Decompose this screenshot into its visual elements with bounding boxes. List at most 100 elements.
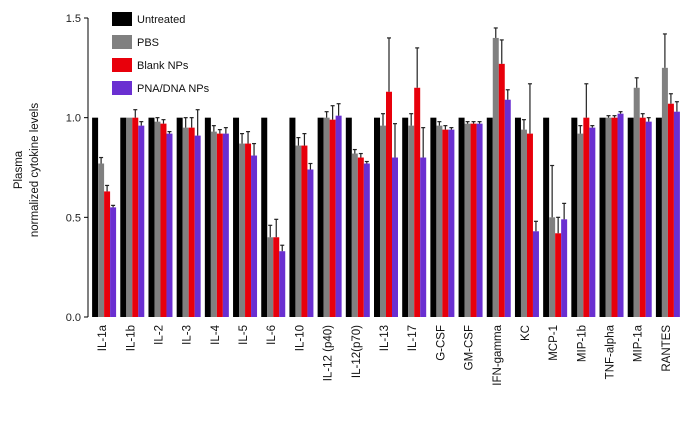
bar-blank-nps	[583, 117, 590, 318]
bar-pna-dna-nps	[222, 133, 229, 317]
x-tick-label: IL-1a	[97, 324, 109, 351]
legend-label: PNA/DNA NPs	[137, 83, 210, 95]
bar-pbs	[492, 37, 499, 317]
bar-pbs	[408, 125, 415, 317]
x-tick-label: GM-CSF	[464, 325, 476, 370]
y-axis-label-line2: normalized cytokine levels	[29, 103, 41, 237]
x-tick-label: MIP-1b	[576, 325, 588, 362]
bar-untreated	[458, 117, 465, 318]
x-tick-label: IFN-gamma	[492, 324, 504, 385]
bar-blank-nps	[442, 129, 449, 317]
x-tick-label: IL-12 (p40)	[323, 325, 335, 381]
legend-label: PBS	[137, 37, 159, 49]
bar-blank-nps	[639, 117, 646, 318]
bar-pbs	[380, 125, 386, 317]
bar-pbs	[464, 123, 471, 317]
legend-label: Untreated	[137, 14, 185, 26]
y-tick-label: 1.5	[66, 13, 81, 25]
bar-pna-dna-nps	[392, 157, 398, 317]
x-tick-label: IL-17	[407, 325, 419, 351]
bar-blank-nps	[611, 117, 618, 318]
x-tick-label: IL-4	[210, 324, 222, 344]
bar-pna-dna-nps	[673, 111, 680, 317]
bar-blank-nps	[216, 133, 223, 317]
bar-pna-dna-nps	[420, 157, 427, 317]
bar-untreated	[204, 117, 211, 318]
bar-pna-dna-nps	[561, 219, 568, 317]
bar-untreated	[120, 117, 127, 318]
bar-blank-nps	[667, 103, 674, 317]
bar-pna-dna-nps	[617, 113, 624, 318]
bar-pna-dna-nps	[110, 207, 117, 317]
legend-swatch	[112, 58, 132, 72]
axes	[84, 17, 89, 318]
bar-untreated	[261, 117, 268, 318]
x-tick-label: RANTES	[661, 325, 673, 372]
x-tick-label: IL-10	[294, 325, 306, 351]
bar-blank-nps	[414, 87, 421, 318]
bar-pna-dna-nps	[166, 133, 173, 317]
x-tick-label: IL-5	[238, 325, 250, 345]
bar-pna-dna-nps	[363, 163, 370, 317]
bar-pbs	[605, 117, 612, 318]
bar-blank-nps	[526, 133, 533, 317]
bar-pna-dna-nps	[251, 155, 258, 317]
bar-blank-nps	[498, 63, 505, 318]
bar-pbs	[633, 87, 640, 318]
bar-untreated	[289, 117, 296, 318]
bar-pbs	[239, 143, 246, 317]
x-tick-label: IL-13	[379, 325, 391, 351]
bar-untreated	[543, 117, 550, 318]
y-tick-label: 0.0	[66, 312, 81, 324]
bar-blank-nps	[245, 143, 252, 317]
legend-swatch	[112, 12, 132, 26]
bar-pbs	[210, 131, 217, 317]
bar-blank-nps	[160, 123, 167, 317]
bar-untreated	[430, 117, 437, 318]
x-tick-label: IL-2	[153, 325, 165, 345]
bar-untreated	[402, 117, 409, 318]
bar-untreated	[233, 117, 240, 318]
legend-swatch	[112, 81, 132, 95]
bar-blank-nps	[555, 233, 562, 317]
bar-blank-nps	[357, 157, 364, 317]
bar-untreated	[486, 117, 493, 318]
bar-blank-nps	[470, 123, 477, 317]
bar-pbs	[295, 145, 302, 317]
bar-pna-dna-nps	[589, 127, 596, 317]
x-tick-label: G-CSF	[435, 325, 447, 361]
legend-swatch	[112, 35, 132, 49]
bar-pna-dna-nps	[307, 169, 314, 317]
bar-untreated	[374, 117, 380, 318]
bar-pbs	[351, 153, 358, 317]
bar-untreated	[571, 117, 578, 318]
bar-blank-nps	[132, 117, 139, 318]
x-tick-label: IL-6	[266, 325, 278, 345]
bar-pna-dna-nps	[645, 121, 652, 317]
bar-pbs	[182, 127, 189, 317]
bar-pna-dna-nps	[476, 123, 483, 317]
x-tick-label: TNF-alpha	[605, 324, 617, 379]
x-tick-label: IL-12(p70)	[351, 325, 363, 378]
bar-pbs	[549, 217, 556, 317]
bar-pna-dna-nps	[532, 231, 539, 317]
bar-pna-dna-nps	[279, 251, 286, 317]
bar-pbs	[436, 125, 443, 317]
bar-pbs	[267, 237, 274, 317]
bar-blank-nps	[329, 119, 336, 317]
legend: Untreated PBS Blank NPs PNA/DNA NPs	[112, 12, 210, 95]
bar-pna-dna-nps	[138, 125, 145, 317]
bar-blank-nps	[386, 91, 392, 318]
bar-untreated	[627, 117, 634, 318]
y-tick-label: 1.0	[66, 113, 81, 125]
bar-untreated	[148, 117, 155, 318]
bar-pna-dna-nps	[194, 135, 201, 317]
bar-pna-dna-nps	[504, 99, 511, 317]
bar-untreated	[514, 117, 521, 318]
bar-pbs	[661, 67, 668, 317]
bar-untreated	[317, 117, 324, 318]
y-axis-label-line1: Plasma	[13, 150, 25, 189]
bar-pbs	[323, 117, 330, 318]
bar-blank-nps	[188, 127, 195, 317]
